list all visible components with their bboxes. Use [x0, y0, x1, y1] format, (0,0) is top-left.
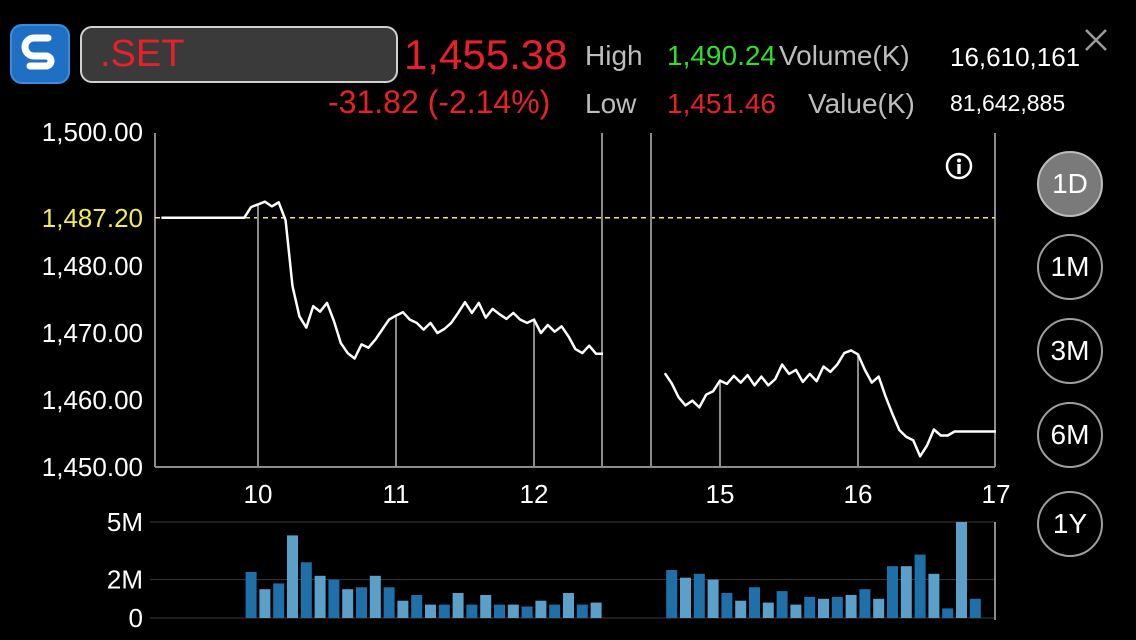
volume-bar	[845, 595, 857, 618]
volume-bar	[563, 593, 574, 618]
x-tick-label: 12	[520, 479, 549, 509]
volume-label: Volume(K)	[779, 40, 910, 71]
volume-bar	[804, 596, 816, 618]
y-tick-label: 1,470.00	[42, 318, 143, 348]
x-tick-label: 16	[844, 479, 873, 509]
volume-bar	[259, 589, 271, 618]
x-tick-label: 17	[982, 479, 1011, 509]
volume-bar	[873, 598, 885, 618]
volume-bar	[438, 604, 450, 618]
volume-bar	[397, 600, 409, 618]
volume-bar	[314, 575, 326, 618]
volume-bar	[411, 595, 423, 618]
volume-bar	[287, 535, 298, 618]
volume-bar	[721, 593, 733, 618]
volume-bar	[693, 573, 705, 618]
period-button-1y[interactable]: 1Y	[1037, 491, 1103, 557]
y-tick-label: 1,500.00	[42, 117, 143, 147]
volume-bar	[887, 566, 898, 618]
volume-bar	[914, 554, 926, 618]
volume-bar	[680, 577, 691, 618]
volume-bar	[735, 600, 747, 618]
volume-bar	[383, 587, 395, 618]
price-line-morning	[161, 200, 603, 360]
volume-bar	[507, 604, 519, 618]
volume-bar	[494, 604, 505, 618]
reference-label: 1,487.20	[42, 203, 143, 233]
volume-bar	[790, 604, 802, 618]
y-tick-label: 1,480.00	[42, 251, 143, 281]
volume-bar	[666, 570, 678, 618]
period-button-1m[interactable]: 1M	[1037, 234, 1103, 300]
app-logo	[10, 24, 70, 84]
volume-tick-label: 5M	[107, 507, 143, 537]
volume-bar	[762, 602, 774, 618]
volume-bar	[749, 587, 760, 618]
info-icon[interactable]	[945, 152, 973, 180]
volume-bar	[707, 579, 719, 618]
volume-bar	[576, 604, 588, 618]
close-icon[interactable]	[1082, 26, 1110, 54]
volume-bar	[521, 606, 533, 618]
volume-bar	[942, 608, 954, 618]
volume-value: 16,610,161	[950, 42, 1081, 72]
value-value: 81,642,885	[950, 90, 1066, 116]
symbol-search-field[interactable]	[80, 26, 398, 83]
volume-bar	[900, 566, 912, 618]
value-label: Value(K)	[808, 88, 915, 119]
y-tick-label: 1,450.00	[42, 452, 143, 482]
volume-bar	[590, 602, 602, 618]
volume-bar	[369, 575, 381, 618]
high-value: 1,490.24	[667, 40, 776, 71]
volume-tick-label: 2M	[107, 565, 143, 595]
volume-bar	[956, 522, 967, 618]
period-button-1d[interactable]: 1D	[1037, 151, 1103, 217]
volume-bar	[831, 596, 843, 618]
y-tick-label: 1,460.00	[42, 385, 143, 415]
volume-bar	[425, 604, 436, 618]
volume-bar	[342, 589, 354, 618]
x-tick-label: 11	[383, 479, 410, 509]
volume-bar	[328, 579, 340, 618]
high-label: High	[585, 40, 643, 71]
volume-bar	[928, 573, 940, 618]
volume-bar	[300, 562, 312, 618]
volume-bar	[452, 593, 464, 618]
low-label: Low	[585, 88, 637, 119]
volume-tick-label: 0	[129, 603, 143, 633]
volume-bar	[859, 589, 871, 618]
price-chart[interactable]: 1,500.00 1,480.00 1,470.00 1,460.00 1,450.00…	[0, 0, 1030, 640]
volume-bar	[273, 583, 285, 618]
price-line-afternoon	[663, 349, 996, 458]
symbol-text: .SET	[100, 33, 185, 75]
period-button-3m[interactable]: 3M	[1037, 318, 1103, 384]
x-tick-label: 15	[706, 479, 735, 509]
volume-bar	[818, 598, 829, 618]
volume-bar	[776, 591, 788, 618]
volume-bar	[549, 604, 561, 618]
price-change: -31.82 (-2.14%)	[328, 84, 551, 120]
x-tick-label: 10	[244, 479, 273, 509]
volume-bar	[245, 571, 257, 618]
volume-bar	[466, 604, 478, 618]
volume-bar	[969, 598, 981, 618]
volume-bar	[535, 600, 547, 618]
period-button-6m[interactable]: 6M	[1037, 402, 1103, 468]
volume-bar	[356, 587, 367, 618]
last-price: 1,455.38	[404, 31, 568, 78]
low-value: 1,451.46	[667, 88, 776, 119]
volume-bar	[480, 595, 492, 618]
